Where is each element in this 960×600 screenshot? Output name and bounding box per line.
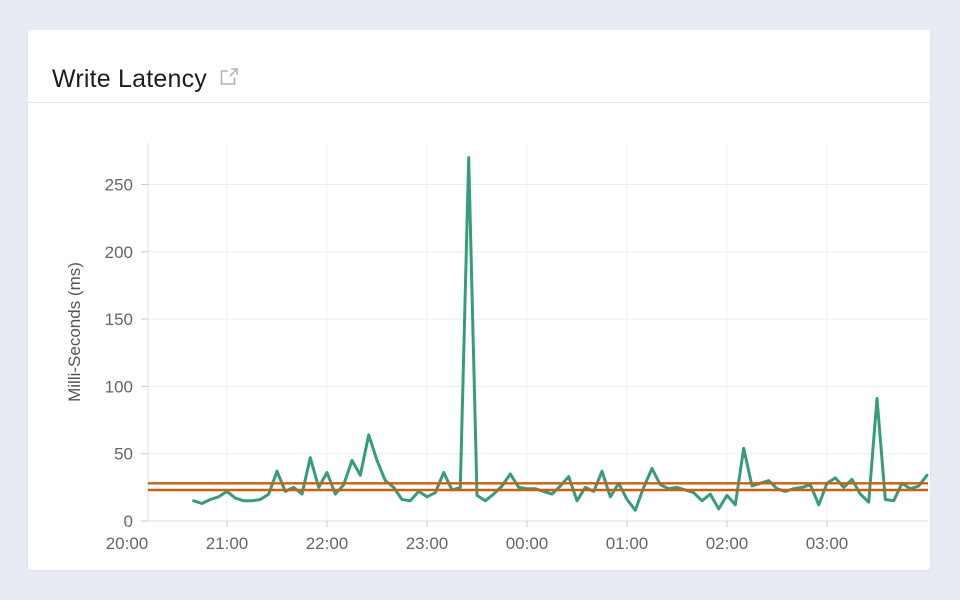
svg-text:03:00: 03:00 xyxy=(806,534,849,553)
svg-text:20:00: 20:00 xyxy=(106,534,149,553)
svg-text:150: 150 xyxy=(105,310,133,329)
svg-text:02:00: 02:00 xyxy=(706,534,749,553)
svg-text:50: 50 xyxy=(114,445,133,464)
panel-title: Write Latency xyxy=(52,64,207,93)
svg-text:23:00: 23:00 xyxy=(406,534,449,553)
svg-text:200: 200 xyxy=(105,243,133,262)
svg-text:21:00: 21:00 xyxy=(206,534,249,553)
svg-text:250: 250 xyxy=(105,176,133,195)
svg-text:Milli-Seconds (ms): Milli-Seconds (ms) xyxy=(65,262,84,402)
panel-header: Write Latency xyxy=(28,30,930,103)
write-latency-panel: Write Latency 0 50 100 150 200 250 20:00 21:00 2… xyxy=(28,30,930,570)
svg-text:100: 100 xyxy=(105,377,133,396)
latency-chart: 0 50 100 150 200 250 20:00 21:00 22:00 23:00 00:00… xyxy=(28,103,930,569)
svg-text:00:00: 00:00 xyxy=(506,534,549,553)
svg-text:01:00: 01:00 xyxy=(606,534,649,553)
svg-text:0: 0 xyxy=(124,512,133,531)
external-link-icon[interactable] xyxy=(219,67,239,87)
svg-text:22:00: 22:00 xyxy=(306,534,349,553)
